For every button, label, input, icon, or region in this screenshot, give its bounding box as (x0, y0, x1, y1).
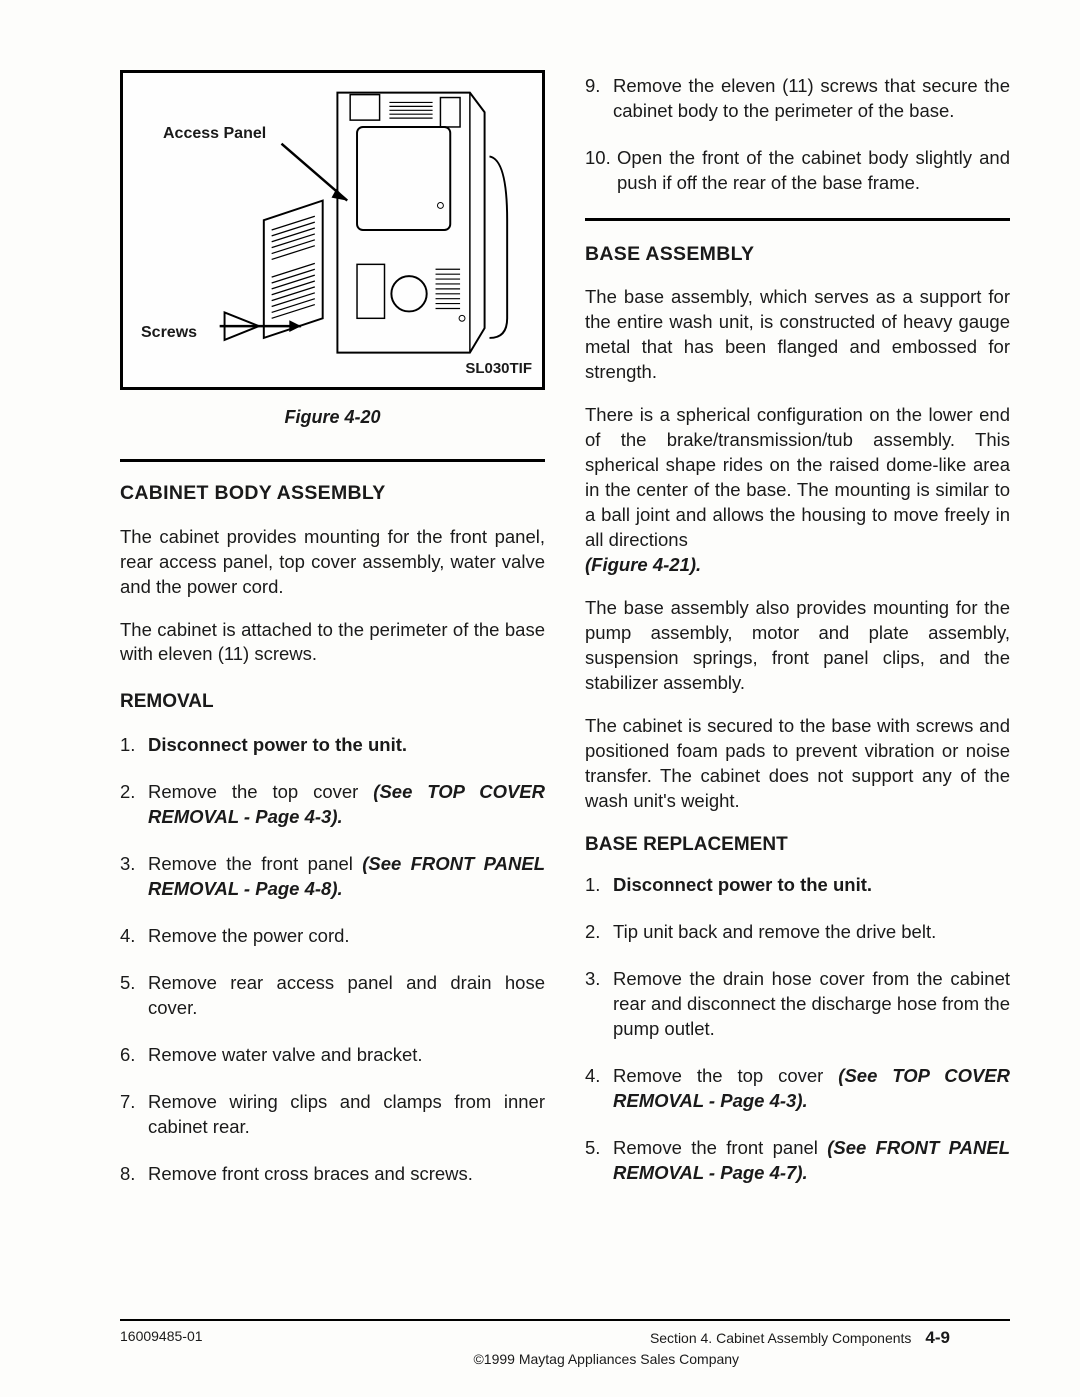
para: The cabinet is secured to the base with … (585, 714, 1010, 814)
para: The base assembly, which serves as a sup… (585, 285, 1010, 385)
page-number: 4-9 (925, 1328, 950, 1347)
divider (585, 218, 1010, 221)
footer-doc-number: 16009485-01 (120, 1327, 203, 1369)
list-item: 2.Tip unit back and remove the drive bel… (585, 920, 1010, 945)
heading-cabinet-body: CABINET BODY ASSEMBLY (120, 480, 545, 506)
para: The base assembly also provides mounting… (585, 596, 1010, 696)
list-item: 6.Remove water valve and bracket. (120, 1043, 545, 1068)
list-item: 10.Open the front of the cabinet body sl… (585, 146, 1010, 196)
list-item: 3.Remove the drain hose cover from the c… (585, 967, 1010, 1042)
list-item: 4.Remove the power cord. (120, 924, 545, 949)
list-item: 1.Disconnect power to the unit. (585, 873, 1010, 898)
list-item: 4.Remove the top cover (See TOP COVER RE… (585, 1064, 1010, 1114)
para: There is a spherical configuration on th… (585, 403, 1010, 578)
figure-label-access-panel: Access Panel (163, 123, 266, 145)
list-item: 7.Remove wiring clips and clamps from in… (120, 1090, 545, 1140)
footer-center: Section 4. Cabinet Assembly Components4-… (203, 1327, 1010, 1369)
removal-list-cont: 9.Remove the eleven (11) screws that sec… (585, 74, 1010, 196)
figure-4-20: Access Panel Screws SL030TIF (120, 70, 545, 390)
removal-list: 1.Disconnect power to the unit. 2.Remove… (120, 733, 545, 1187)
list-item: 2.Remove the top cover (See TOP COVER RE… (120, 780, 545, 830)
page-footer: 16009485-01 Section 4. Cabinet Assembly … (120, 1319, 1010, 1369)
list-item: 5.Remove rear access panel and drain hos… (120, 971, 545, 1021)
para: The cabinet provides mounting for the fr… (120, 525, 545, 600)
divider (120, 459, 545, 462)
para: The cabinet is attached to the perimeter… (120, 618, 545, 668)
heading-base-assembly: BASE ASSEMBLY (585, 241, 1010, 267)
list-item: 5.Remove the front panel (See FRONT PANE… (585, 1136, 1010, 1186)
base-replacement-list: 1.Disconnect power to the unit. 2.Tip un… (585, 873, 1010, 1186)
list-item: 3.Remove the front panel (See FRONT PANE… (120, 852, 545, 902)
heading-base-replacement: BASE REPLACEMENT (585, 832, 1010, 858)
left-column: Access Panel Screws SL030TIF (120, 70, 545, 1209)
list-item: 9.Remove the eleven (11) screws that sec… (585, 74, 1010, 124)
list-item: 8.Remove front cross braces and screws. (120, 1162, 545, 1187)
list-item: 1.Disconnect power to the unit. (120, 733, 545, 758)
figure-label-screws: Screws (141, 322, 197, 344)
right-column: 9.Remove the eleven (11) screws that sec… (585, 70, 1010, 1209)
figure-code: SL030TIF (465, 359, 532, 379)
heading-removal: REMOVAL (120, 689, 545, 715)
figure-caption: Figure 4-20 (120, 405, 545, 429)
